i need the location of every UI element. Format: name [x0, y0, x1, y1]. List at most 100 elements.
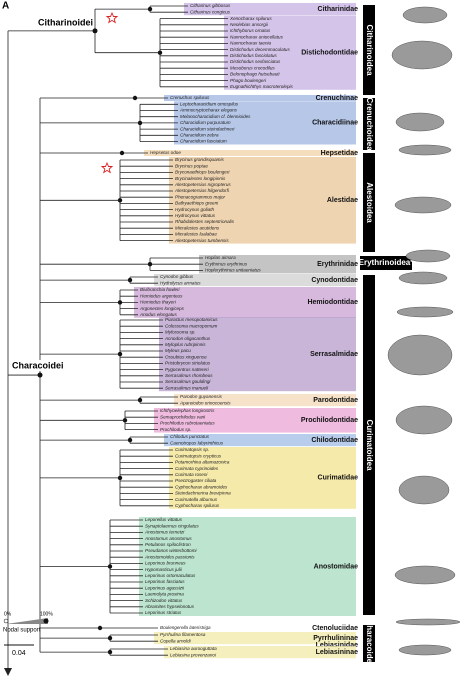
- superfamily-bar: [363, 5, 375, 95]
- family-label: Citharinidae: [318, 6, 359, 13]
- taxon-label: Cyphocharax abramoides: [175, 484, 228, 489]
- taxon-label: Alestopetersius hilgendorfi: [174, 188, 230, 193]
- taxon-label: Characidium fasciatum: [180, 139, 227, 144]
- family-band: [154, 274, 356, 287]
- taxon-label: Piaractus mesopotamicus: [165, 317, 218, 322]
- family-label: Serrasalmidae: [310, 351, 358, 358]
- family-label: Characidiinae: [312, 120, 358, 127]
- family-band: [159, 317, 356, 392]
- fish-illustration: [395, 618, 461, 626]
- taxon-label: Brycinalestes longipinnis: [175, 176, 226, 181]
- taxon-label: Citharinus congicus: [190, 9, 231, 14]
- superfamily-label: Crenuchoidea: [365, 97, 374, 151]
- family-label: Alestidae: [327, 197, 358, 204]
- taxon-label: Hepsetus odoe: [150, 150, 181, 155]
- legend-min: 0%: [4, 611, 12, 617]
- legend-max: 100%: [40, 611, 53, 617]
- taxon-label: Crenuchus spilurus: [170, 95, 210, 100]
- fish-illustration: [391, 40, 453, 70]
- taxon-label: Curimatella alburnus: [175, 497, 218, 502]
- family-label: Chilodontidae: [311, 437, 358, 444]
- taxon-label: Leporinus ortomaculatus: [145, 573, 196, 578]
- taxon-label: Ammocryptocharax elegans: [179, 108, 238, 113]
- family-label: Curimatidae: [318, 475, 359, 482]
- family-band: [154, 632, 356, 645]
- taxon-label: Bathyaethiops greeni: [175, 201, 219, 206]
- taxon-label: Micralestes acutidens: [175, 225, 220, 230]
- taxon-label: Anostomus anostomus: [144, 536, 192, 541]
- family-label: Lebiasininae: [316, 649, 359, 656]
- taxon-label: Mesoborus crocodilus: [230, 65, 275, 70]
- legend-title: Nodal support: [3, 628, 41, 634]
- taxon-label: Rhabdalestes septentrionalis: [175, 219, 235, 224]
- taxon-label: Pristobrycon striolatus: [165, 361, 211, 366]
- taxon-label: Bivibranchia fowleri: [140, 287, 181, 292]
- family-band: [154, 408, 356, 433]
- suborder-label: Citharinoidei: [38, 17, 93, 27]
- taxon-label: Leporinus agassizii: [145, 585, 185, 590]
- taxon-label: Parodon guyanensis: [180, 394, 223, 399]
- superfamily-bar: [363, 153, 375, 252]
- taxon-label: Steindachnerina brevipinna: [175, 491, 231, 496]
- family-label: Erythrinidae: [317, 261, 358, 268]
- taxon-label: Distichodus fasciolatus: [230, 53, 277, 58]
- taxon-label: Schizodon vittatus: [145, 598, 183, 603]
- legend-dot: [3, 618, 9, 624]
- family-label: Distichodontidae: [301, 50, 358, 57]
- taxon-label: Anostomoides passionis: [144, 554, 195, 559]
- legend-dot: [43, 618, 49, 624]
- fish-illustration: [398, 144, 452, 156]
- fish-illustration: [394, 565, 456, 585]
- taxon-label: Lebiasina aurooguttata: [170, 646, 217, 651]
- fish-illustration: [402, 6, 448, 24]
- taxon-label: Pygocentrus nattereri: [165, 367, 210, 372]
- taxon-label: Leporinus brunneus: [145, 561, 186, 566]
- family-label: Hemiodontidae: [307, 299, 358, 306]
- taxon-label: Ossubtus xinguense: [165, 354, 207, 359]
- taxon-label: Characidium purpuratum: [180, 120, 231, 125]
- family-label: Ctenoluciidae: [312, 625, 358, 632]
- superfamily-bar: [363, 98, 375, 150]
- taxon-label: Leporellus vittatus: [145, 517, 183, 522]
- suborder-box: [10, 360, 58, 372]
- suborder-label: Characoidei: [12, 360, 64, 370]
- taxon-label: Phenacogrammus major: [175, 194, 226, 199]
- taxon-label: Prochilodus sp.: [160, 427, 191, 432]
- taxon-label: Lebiasina provenzanoi: [170, 652, 217, 657]
- taxon-label: Belonophago hutsebauti: [230, 72, 281, 77]
- taxon-label: Characidium steindachneri: [180, 126, 235, 131]
- taxon-label: Acnodon oligacanthus: [164, 336, 211, 341]
- taxon-label: Hemiodus argenteus: [140, 293, 183, 298]
- taxon-label: Xenocharax spilurus: [229, 16, 272, 21]
- family-label: Cynodontidae: [311, 277, 358, 284]
- taxon-label: Argonectes longiceps: [139, 306, 185, 311]
- taxon-label: Micralestes lualabae: [175, 232, 217, 237]
- family-label: Anostomidae: [314, 563, 358, 570]
- scale-label: 0.04: [12, 650, 26, 657]
- family-band: [184, 3, 356, 16]
- superfamily-label: Characoidea: [365, 619, 374, 668]
- taxon-label: Petulanos spiloclistron: [145, 542, 191, 547]
- family-band: [174, 394, 356, 407]
- family-band: [174, 101, 356, 145]
- taxon-label: Serrasalmus gouldingi: [165, 379, 211, 384]
- arrow-head: [4, 668, 12, 676]
- fish-illustration: [398, 475, 450, 505]
- taxon-label: Leporinus fasciatus: [145, 579, 185, 584]
- taxon-label: Cynodon gibbus: [160, 274, 194, 279]
- taxon-label: Curimatopsis sp.: [175, 447, 209, 452]
- superfamily-label: Citharinoidea: [365, 24, 374, 76]
- taxon-label: Potamorhina altamazonica: [175, 460, 230, 465]
- fish-illustration: [398, 644, 452, 656]
- taxon-label: Eugnathichthys macroterolepis: [230, 84, 294, 89]
- superfamily-label: Curimatoidea: [365, 419, 374, 471]
- taxon-label: Hypomasticus julii: [145, 567, 183, 572]
- star-marker: [100, 161, 114, 174]
- taxon-label: Melanocharacidium cf. blennioides: [180, 114, 251, 119]
- taxon-label: Abramites hypselonotus: [144, 604, 195, 609]
- taxon-label: Serrasalmus rhombeus: [165, 373, 213, 378]
- family-band: [144, 150, 356, 156]
- taxon-label: Anostomus ternetzi: [144, 530, 185, 535]
- taxon-label: Hydrolycus armatus: [160, 280, 201, 285]
